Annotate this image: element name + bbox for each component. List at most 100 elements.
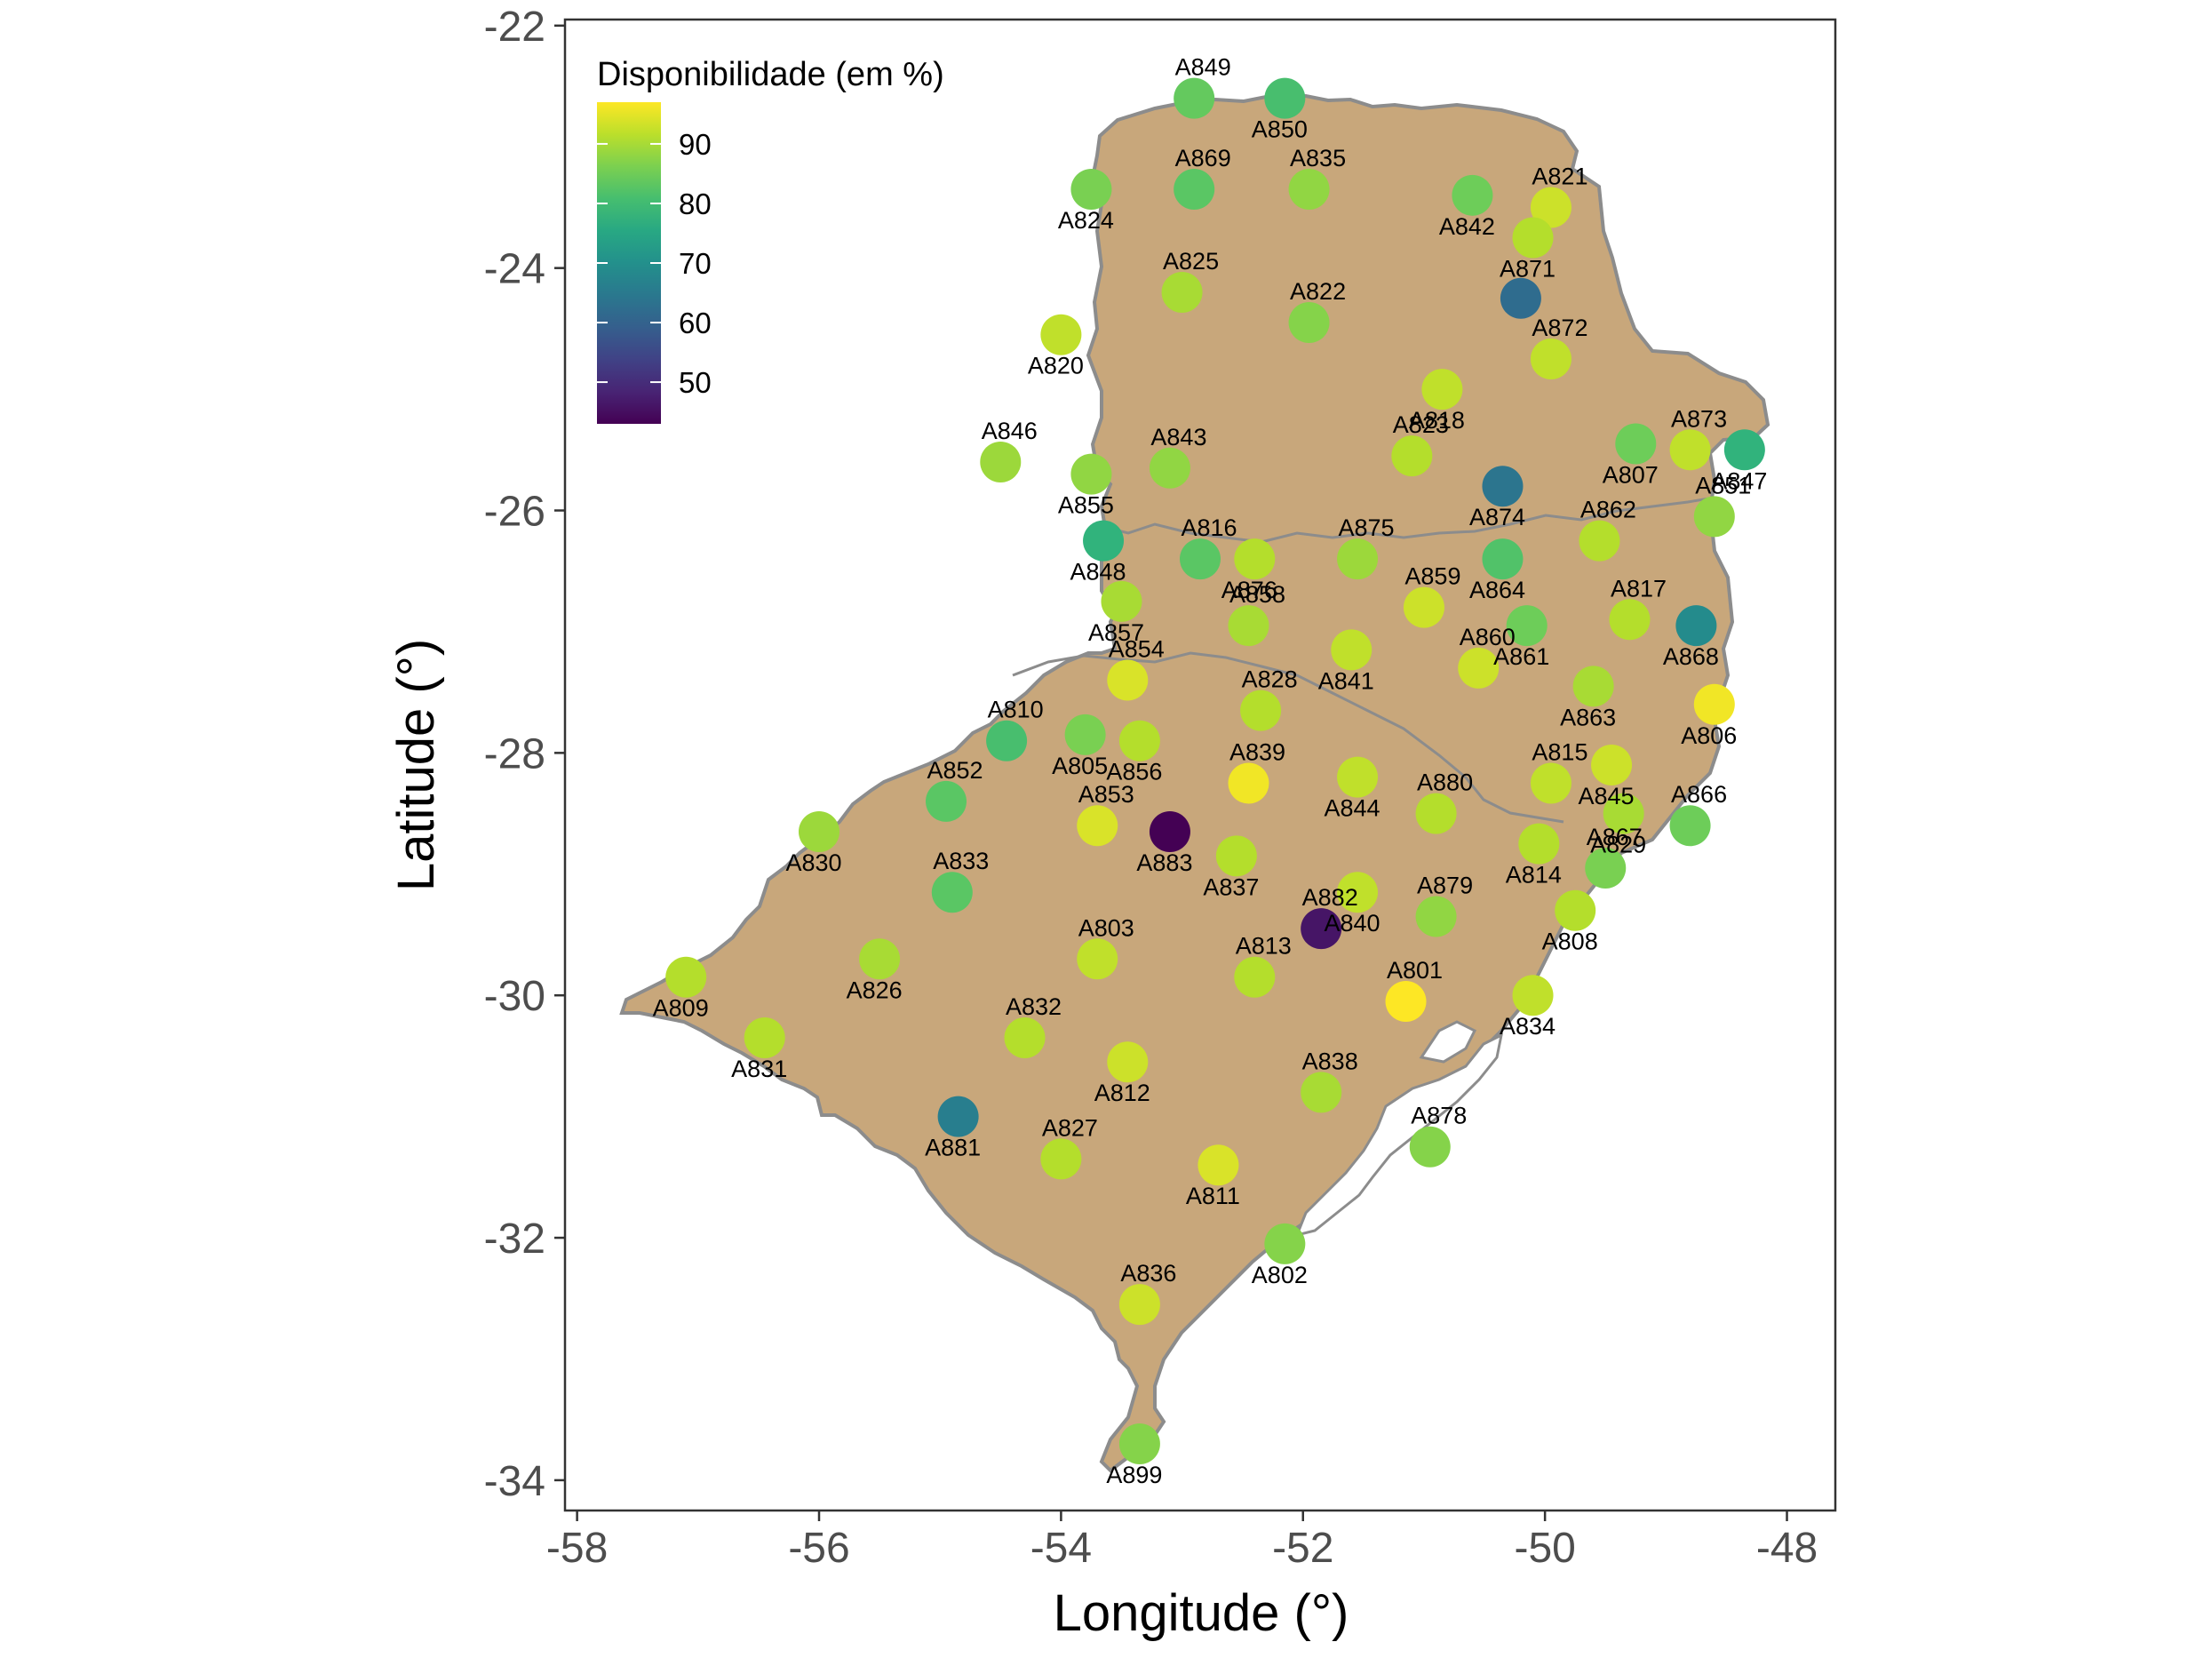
station-label: A803 [1078,914,1134,941]
x-tick-label: -56 [788,1525,849,1572]
station-label: A830 [785,849,841,876]
station-label: A810 [988,697,1044,723]
station-label: A806 [1681,722,1737,749]
station-point [1512,975,1554,1016]
station-label: A849 [1175,54,1231,81]
station-point [1077,805,1118,847]
station-label: A812 [1094,1080,1150,1106]
station-point [1337,872,1379,913]
station-point [1040,1138,1082,1180]
station-label: A854 [1109,636,1165,663]
y-tick-label: -32 [484,1216,545,1263]
station-label: A866 [1671,781,1727,808]
station-label: A843 [1150,424,1206,450]
x-tick-label: -50 [1514,1525,1575,1572]
station-point [1040,314,1082,355]
station-label: A824 [1058,207,1114,234]
station-label: A883 [1136,849,1192,876]
station-point [1288,302,1330,344]
station-label: A899 [1106,1462,1162,1488]
station-point [665,956,707,998]
station-label: A840 [1325,910,1381,937]
station-point [1337,538,1379,580]
station-point [1215,835,1257,877]
station-label: A837 [1203,873,1259,900]
legend-title: Disponibilidade (em %) [597,56,944,93]
station-point [1064,713,1106,755]
station-label: A817 [1611,575,1667,602]
station-label: A823 [1393,411,1449,438]
station-point [1149,811,1190,853]
station-point [1174,168,1215,210]
plot-panel-border [563,18,1837,1512]
station-point [1579,520,1620,562]
station-label: A880 [1417,769,1473,796]
y-tick-label: -26 [484,489,545,536]
station-label: A839 [1229,738,1285,765]
station-point [1603,793,1644,834]
x-tick-label: -58 [546,1525,608,1572]
station-label: A825 [1163,248,1219,275]
station-point [1228,605,1269,647]
station-point [1077,938,1118,980]
station-label: A851 [1695,472,1751,498]
station-point [1615,423,1657,465]
station-label: A845 [1579,783,1635,809]
station-point [1070,168,1112,210]
lagoon-north-shape [1419,1020,1477,1064]
station-label: A822 [1290,278,1346,305]
station-label: A816 [1181,514,1237,541]
y-axis-title: Latitude (°) [387,639,445,891]
station-label: A852 [927,757,983,784]
station-label: A872 [1532,315,1587,341]
y-tick-label: -28 [484,730,545,777]
station-label: A831 [731,1056,787,1082]
station-label: A861 [1493,643,1549,670]
station-point [1118,720,1160,761]
station-point [1301,1072,1342,1113]
station-label: A857 [1088,619,1144,646]
station-point [1482,538,1524,580]
state-border-line [1092,496,1715,544]
station-point [1118,1423,1160,1464]
station-label: A864 [1469,577,1525,603]
station-point [1530,338,1571,379]
station-label: A881 [925,1135,981,1161]
legend-tick-label: 50 [679,366,712,399]
station-point [1585,847,1627,889]
station-point [1415,896,1457,937]
station-point [859,938,901,980]
station-point [1161,271,1203,313]
color-legend: Disponibilidade (em %) 90 80 70 60 50 [597,56,944,424]
station-point [1452,174,1493,216]
station-label: A876 [1221,577,1277,603]
station-label: A808 [1542,929,1598,955]
region-land-shape [619,94,1770,1473]
station-label: A820 [1028,353,1084,379]
station-point [1591,745,1633,785]
station-point [1693,683,1735,725]
lagoon-shape [1294,1032,1504,1238]
station-label: A802 [1252,1262,1308,1288]
station-point [1288,168,1330,210]
station-label: A813 [1236,933,1292,960]
station-point [1609,599,1651,641]
station-point [937,1096,979,1137]
state-border-line [1012,651,1564,824]
station-point [1107,1041,1149,1083]
station-point [1530,187,1571,228]
station-point [1149,447,1190,489]
station-label: A832 [1006,993,1062,1020]
station-point [1693,496,1735,538]
station-label: A878 [1411,1103,1467,1129]
station-point [1669,429,1711,471]
station-point [931,872,973,913]
station-label: A833 [933,848,989,874]
x-tick-label: -48 [1756,1525,1818,1572]
station-point [1518,823,1560,865]
station-label: A801 [1387,957,1443,984]
station-label: A835 [1290,145,1346,171]
station-point [1180,538,1221,580]
station-point [1675,605,1717,647]
